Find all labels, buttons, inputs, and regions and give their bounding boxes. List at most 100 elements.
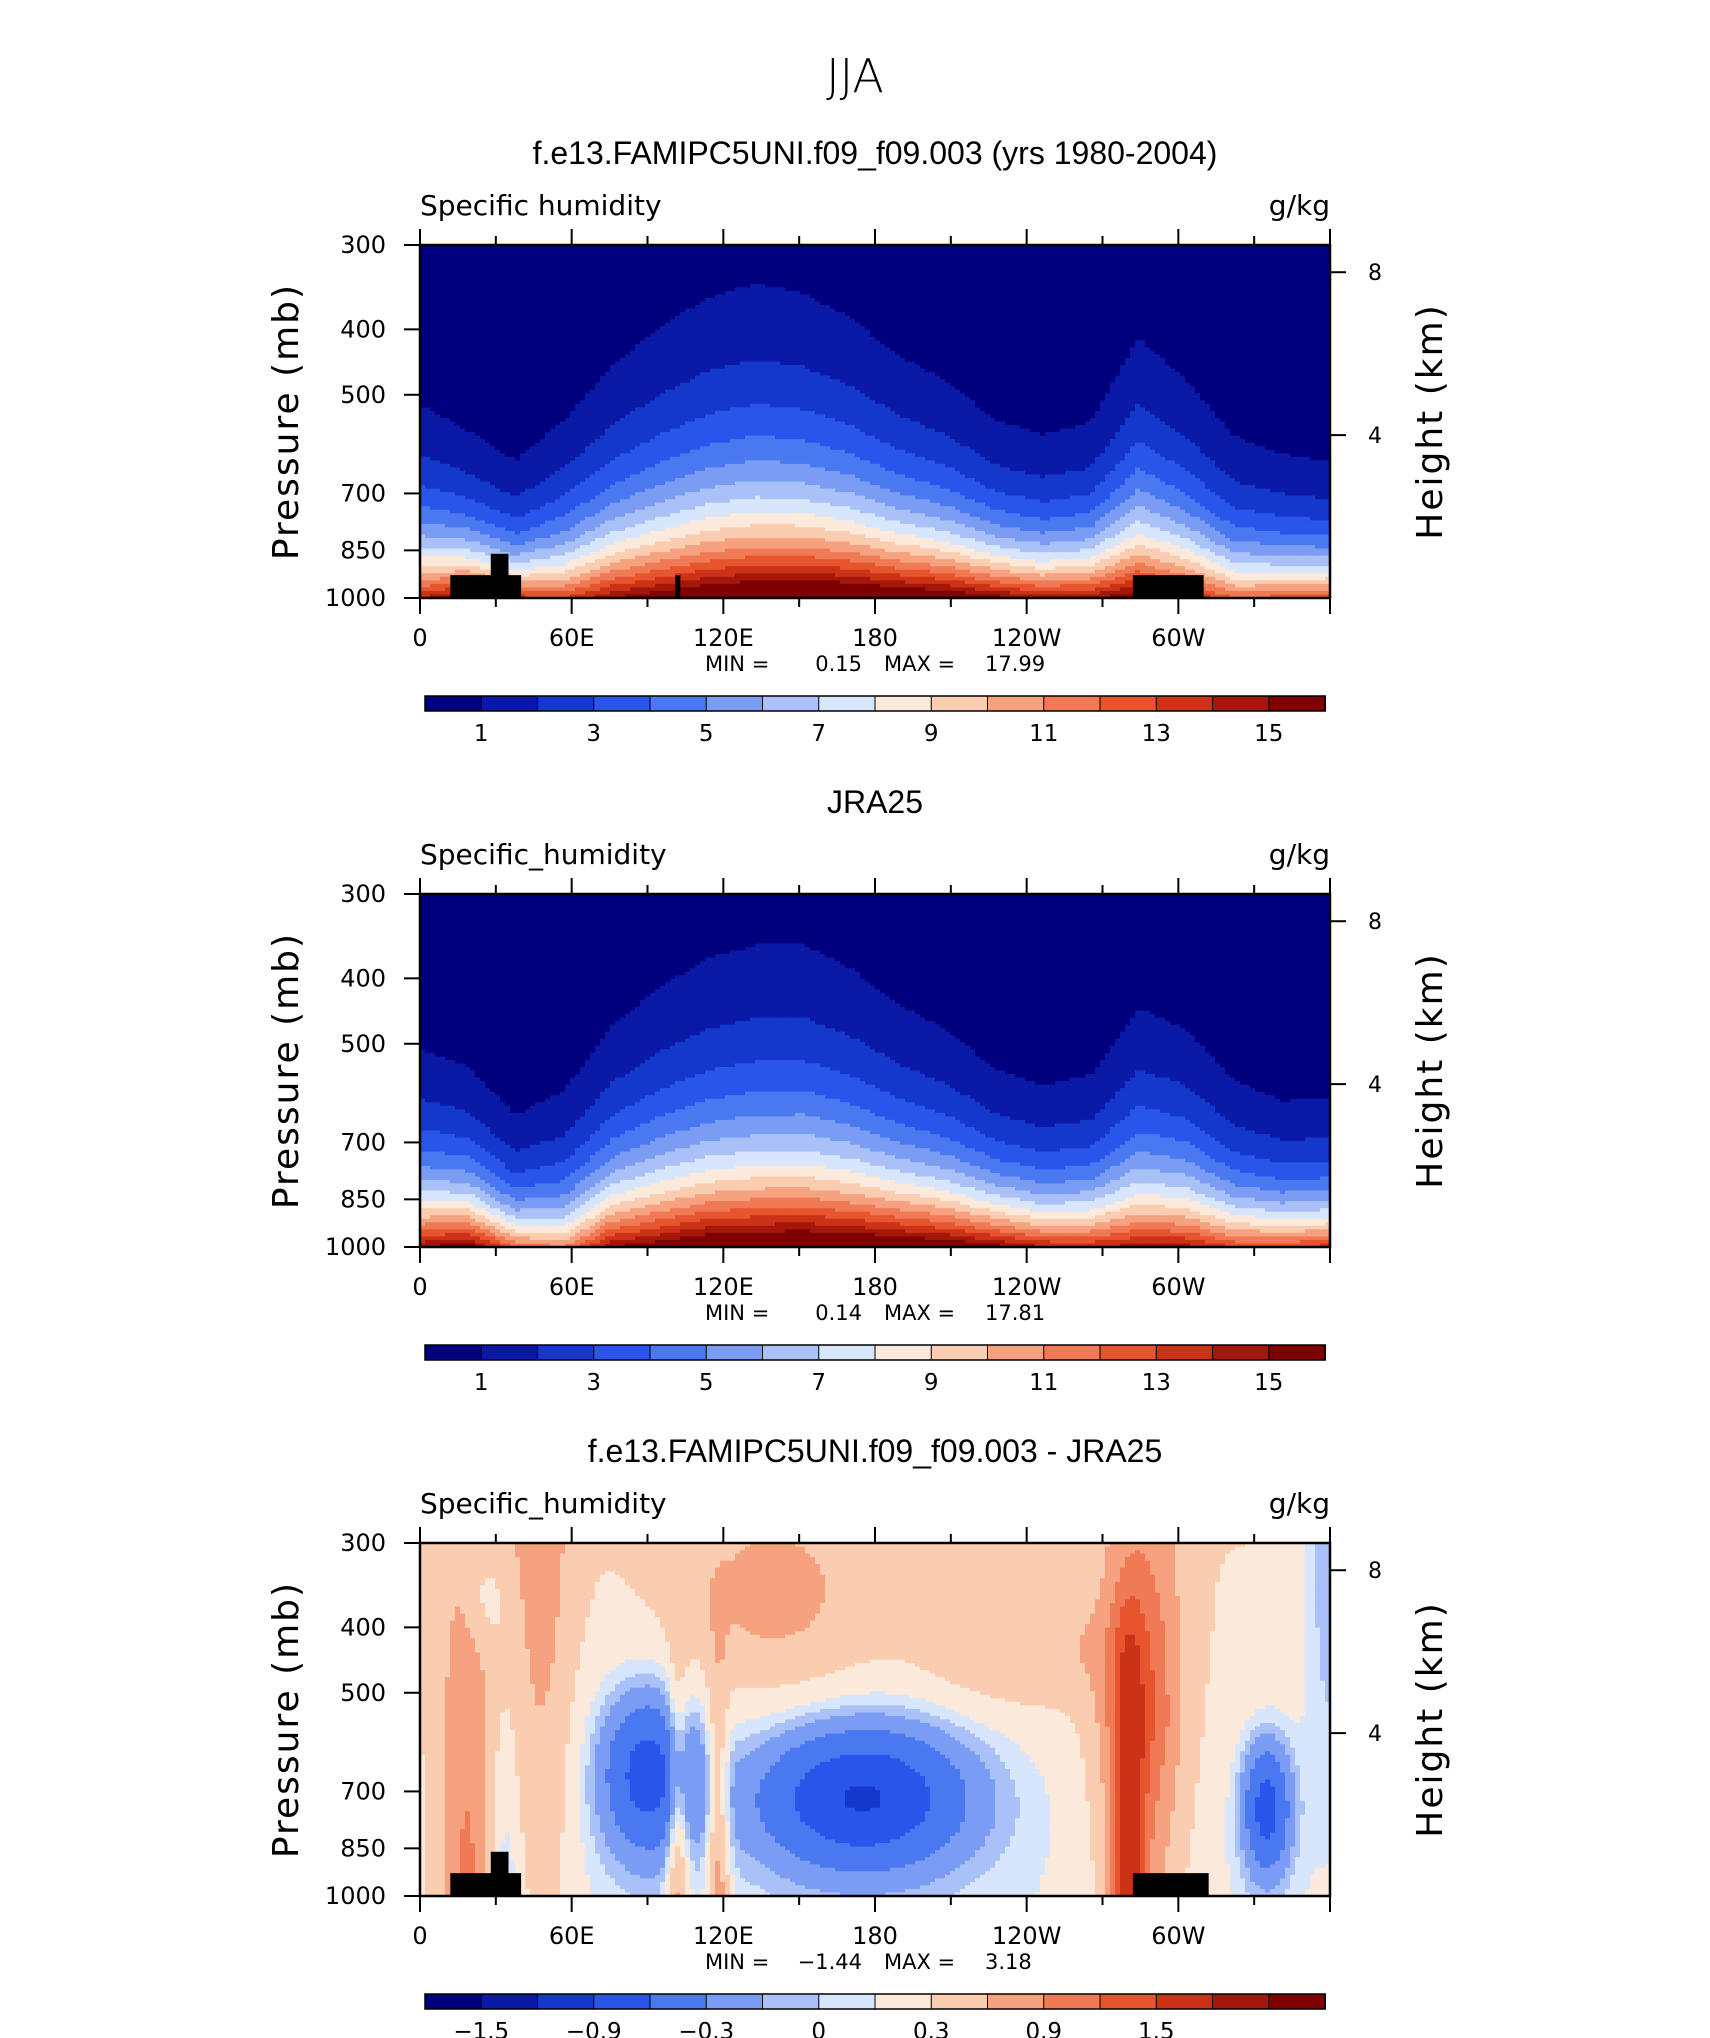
x-tick-label: 0 (412, 1273, 427, 1301)
y-tick-label: 500 (340, 381, 386, 409)
y-tick-label: 1000 (325, 1233, 386, 1261)
colorbar-label: 15 (1254, 1370, 1283, 1396)
colorbar-box (706, 1994, 763, 2009)
y-tick-label: 400 (340, 1613, 386, 1641)
topography-block (1133, 575, 1204, 598)
colorbar-label: 7 (811, 1370, 826, 1396)
x-tick-label: 60W (1151, 1922, 1205, 1950)
max-value: 3.18 (985, 1950, 1032, 1974)
y-tick-label: 300 (340, 1529, 386, 1557)
panel-title: f.e13.FAMIPC5UNI.f09_f09.003 (yrs 1980-2… (533, 135, 1218, 171)
colorbar-label: 11 (1029, 721, 1058, 747)
colorbar-label: 5 (699, 1370, 714, 1396)
colorbar-box (481, 1994, 538, 2009)
colorbar-label: 3 (586, 721, 601, 747)
colorbar-box (538, 1345, 595, 1360)
colorbar-box (1156, 1994, 1213, 2009)
colorbar-box (1156, 696, 1213, 711)
y-tick-label: 500 (340, 1030, 386, 1058)
colorbar-box (763, 1345, 820, 1360)
colorbar-box (1156, 1345, 1213, 1360)
x-tick-label: 60E (549, 624, 595, 652)
topography-block (1133, 1873, 1209, 1896)
colorbar-box (988, 1994, 1045, 2009)
right-string: g/kg (1269, 838, 1330, 871)
left-string: Specific humidity (420, 189, 662, 222)
colorbar-box (988, 1345, 1045, 1360)
colorbar: 1 3 5 7 9 11 13 15 (425, 696, 1326, 747)
colorbar-label: 11 (1029, 1370, 1058, 1396)
colorbar-box (875, 696, 932, 711)
colorbar-label: 0.3 (913, 2019, 950, 2038)
x-tick-label: 120E (693, 624, 754, 652)
colorbar-box (875, 1345, 932, 1360)
max-label: MAX = (884, 1301, 955, 1325)
colorbar-box (1100, 1345, 1157, 1360)
y2-axis: 84 (1330, 1559, 1382, 1747)
colorbar-box (650, 1994, 707, 2009)
colorbar-box (1213, 696, 1270, 711)
y2-axis-label: Height (km) (1410, 952, 1451, 1188)
topography-block (450, 575, 521, 598)
colorbar-label: −1.5 (453, 2019, 509, 2038)
left-string: Specific_humidity (420, 1487, 667, 1520)
right-string: g/kg (1269, 1487, 1330, 1520)
x-tick-label: 120W (992, 624, 1062, 652)
panels: f.e13.FAMIPC5UNI.f09_f09.003 (yrs 1980-2… (266, 135, 1451, 2038)
colorbar-box (594, 1345, 651, 1360)
min-label: MIN = (705, 1301, 769, 1325)
max-label: MAX = (884, 652, 955, 676)
heatmap-field (420, 245, 1331, 599)
topography-block (491, 1852, 509, 1896)
y-tick-label: 1000 (325, 1882, 386, 1910)
figure-title: JJA (826, 49, 884, 103)
colorbar-box (931, 1994, 988, 2009)
y-tick-label: 400 (340, 964, 386, 992)
colorbar-box (763, 696, 820, 711)
min-value: −1.44 (798, 1950, 862, 1974)
colorbar-label: 1 (474, 721, 489, 747)
colorbar-box (594, 1994, 651, 2009)
y2-tick-label: 4 (1368, 1073, 1382, 1098)
y-tick-label: 700 (340, 479, 386, 507)
colorbar-box (594, 696, 651, 711)
max-label: MAX = (884, 1950, 955, 1974)
y-axis-label: Pressure (mb) (266, 1581, 307, 1858)
y2-axis: 84 (1330, 910, 1382, 1098)
colorbar-label: 7 (811, 721, 826, 747)
y-tick-label: 700 (340, 1128, 386, 1156)
topography-block (675, 575, 680, 598)
colorbar-label: 9 (924, 721, 939, 747)
colorbar-box (650, 1345, 707, 1360)
x-tick-label: 180 (852, 624, 898, 652)
y-tick-label: 500 (340, 1679, 386, 1707)
colorbar-label: 13 (1142, 1370, 1171, 1396)
colorbar-box (650, 696, 707, 711)
min-value: 0.15 (815, 652, 862, 676)
left-string: Specific_humidity (420, 838, 667, 871)
y-tick-label: 1000 (325, 584, 386, 612)
colorbar-box (538, 1994, 595, 2009)
colorbar-box (481, 696, 538, 711)
x-tick-label: 180 (852, 1922, 898, 1950)
colorbar-box (1100, 1994, 1157, 2009)
x-tick-label: 120E (693, 1922, 754, 1950)
min-label: MIN = (705, 1950, 769, 1974)
colorbar-box (1044, 696, 1101, 711)
colorbar-box (1044, 1345, 1101, 1360)
colorbar-box (1269, 1994, 1326, 2009)
y2-tick-label: 4 (1368, 1722, 1382, 1747)
colorbar-label: −0.9 (566, 2019, 622, 2038)
y2-axis-label: Height (km) (1410, 1601, 1451, 1837)
min-label: MIN = (705, 652, 769, 676)
y2-tick-label: 8 (1368, 1559, 1382, 1584)
right-string: g/kg (1269, 189, 1330, 222)
min-value: 0.14 (815, 1301, 862, 1325)
colorbar-box (819, 696, 876, 711)
y-tick-label: 300 (340, 231, 386, 259)
colorbar-label: 1.5 (1138, 2019, 1175, 2038)
